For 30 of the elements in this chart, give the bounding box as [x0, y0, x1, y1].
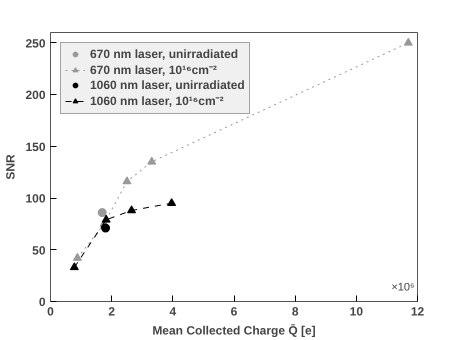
point — [404, 38, 413, 46]
x-tick-label: 4 — [169, 304, 176, 318]
y-tick-label: 200 — [25, 88, 46, 102]
x-tick-label: 8 — [292, 304, 299, 318]
legend-label: 1060 nm laser, unirradiated — [90, 78, 245, 92]
y-tick-label: 0 — [38, 295, 46, 309]
point — [98, 208, 107, 218]
point — [147, 156, 156, 165]
y-tick-label: 50 — [32, 243, 46, 258]
point — [167, 198, 176, 206]
point — [70, 262, 79, 270]
x-tick-label: 10 — [350, 304, 364, 318]
y-tick-label: 250 — [25, 36, 46, 50]
point — [122, 176, 132, 184]
legend-label: 670 nm laser, 10¹⁶cm⁻² — [90, 62, 217, 78]
x-tick-label: 6 — [230, 304, 238, 318]
point — [102, 214, 111, 223]
x-tick-label: 12 — [410, 304, 424, 318]
y-tick-label: 150 — [25, 140, 46, 154]
y-axis-title: SNR — [3, 154, 18, 180]
x-tick-label: 2 — [108, 304, 116, 318]
point — [72, 252, 82, 261]
annotation: ×10⁶ — [391, 282, 414, 294]
point — [101, 224, 110, 233]
x-tick-label: 0 — [47, 304, 54, 318]
legend-label: 670 nm laser, unirradiated — [90, 47, 238, 61]
x-axis-title: Mean Collected Charge Q̄ [e] — [152, 324, 316, 338]
point — [127, 205, 136, 214]
legend-label: 1060 nm laser, 10¹⁶cm⁻² — [90, 93, 224, 109]
y-tick-label: 100 — [25, 192, 46, 206]
